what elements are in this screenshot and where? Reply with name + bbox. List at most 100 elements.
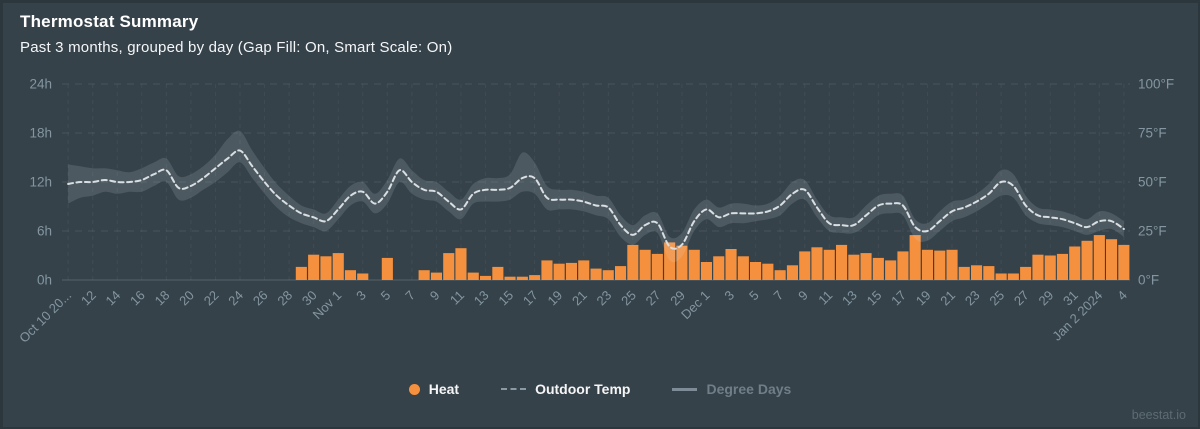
heat-bar[interactable] xyxy=(799,251,811,280)
x-axis-tick: 20 xyxy=(176,288,197,309)
heat-bar[interactable] xyxy=(443,253,455,280)
heat-bar[interactable] xyxy=(860,253,872,280)
legend-item-degree-days[interactable]: Degree Days xyxy=(672,381,791,397)
x-axis-tick: 18 xyxy=(152,288,173,309)
heat-bar[interactable] xyxy=(602,270,614,280)
x-axis-tick: 9 xyxy=(427,288,443,304)
heat-bar[interactable] xyxy=(504,276,516,280)
heat-bar[interactable] xyxy=(455,248,467,280)
x-axis-tick: 17 xyxy=(888,288,909,309)
heat-bar[interactable] xyxy=(995,273,1007,281)
heat-bar[interactable] xyxy=(480,275,492,280)
x-axis-tick: 5 xyxy=(746,288,762,304)
heat-bar[interactable] xyxy=(872,257,884,280)
heat-bar[interactable] xyxy=(295,266,307,280)
heat-bar[interactable] xyxy=(651,253,663,280)
heat-bar[interactable] xyxy=(713,256,725,280)
chart-title: Thermostat Summary xyxy=(20,12,199,31)
heat-bar[interactable] xyxy=(983,266,995,280)
heat-bar[interactable] xyxy=(934,250,946,280)
heat-bar[interactable] xyxy=(639,249,651,280)
heat-bar[interactable] xyxy=(1093,235,1105,280)
x-axis-tick: 25 xyxy=(618,288,639,309)
heat-bar[interactable] xyxy=(578,260,590,280)
heat-bar[interactable] xyxy=(467,272,479,280)
x-axis-tick: 23 xyxy=(962,288,983,309)
heat-bar[interactable] xyxy=(529,275,541,280)
x-axis-tick: 9 xyxy=(795,288,811,304)
heat-bar[interactable] xyxy=(725,249,737,280)
heat-bar[interactable] xyxy=(1118,244,1130,280)
heat-bar[interactable] xyxy=(320,256,332,280)
x-axis-tick: 4 xyxy=(1114,288,1130,304)
y-axis-left-tick: 0h xyxy=(37,273,52,288)
heat-bar[interactable] xyxy=(946,249,958,280)
heat-bar[interactable] xyxy=(909,235,921,280)
x-axis-tick: 7 xyxy=(402,288,418,304)
heat-bar[interactable] xyxy=(885,260,897,280)
heat-bar[interactable] xyxy=(565,262,577,280)
heat-bar[interactable] xyxy=(664,242,676,280)
heat-bar[interactable] xyxy=(737,256,749,280)
heat-bar[interactable] xyxy=(897,251,909,280)
y-axis-right-tick: 25°F xyxy=(1138,224,1167,239)
heat-bar[interactable] xyxy=(750,262,762,280)
heat-bar[interactable] xyxy=(1007,273,1019,281)
heat-bar[interactable] xyxy=(1106,239,1118,280)
heat-bar[interactable] xyxy=(590,268,602,280)
heat-bar[interactable] xyxy=(676,245,688,280)
x-axis-tick: 3 xyxy=(721,288,737,304)
heat-bar[interactable] xyxy=(971,265,983,280)
heat-bar[interactable] xyxy=(516,276,528,280)
heat-bar[interactable] xyxy=(1020,266,1032,280)
heat-bar[interactable] xyxy=(774,270,786,280)
heat-bar[interactable] xyxy=(381,257,393,280)
heat-bar[interactable] xyxy=(541,260,553,280)
heat-bar[interactable] xyxy=(823,249,835,280)
x-axis-tick: Oct 10 20... xyxy=(16,288,74,346)
y-axis-left-labels: 0h 6h 12h 18h 24h xyxy=(29,77,52,288)
heat-bar[interactable] xyxy=(811,247,823,280)
heat-bar[interactable] xyxy=(1081,240,1093,280)
chart-legend: Heat Outdoor Temp Degree Days xyxy=(0,381,1200,397)
legend-item-outdoor-temp[interactable]: Outdoor Temp xyxy=(501,381,630,397)
heat-bar[interactable] xyxy=(1032,254,1044,280)
heat-bar[interactable] xyxy=(762,263,774,280)
heat-bar[interactable] xyxy=(492,266,504,280)
heat-bar[interactable] xyxy=(430,272,442,280)
heat-bar[interactable] xyxy=(700,262,712,280)
heat-bar[interactable] xyxy=(627,244,639,280)
y-axis-right-labels: 0°F 25°F 50°F 75°F 100°F xyxy=(1138,77,1174,288)
heat-bar[interactable] xyxy=(344,270,356,280)
heat-bar[interactable] xyxy=(688,249,700,280)
y-axis-right-tick: 50°F xyxy=(1138,175,1167,190)
y-axis-left-tick: 12h xyxy=(29,175,52,190)
heat-bar[interactable] xyxy=(836,244,848,280)
heat-bar[interactable] xyxy=(1056,253,1068,280)
x-axis-tick: 13 xyxy=(839,288,860,309)
heat-bar[interactable] xyxy=(1069,246,1081,281)
chart-subtitle: Past 3 months, grouped by day (Gap Fill:… xyxy=(20,39,453,56)
outdoor-temp-line[interactable] xyxy=(67,149,1125,250)
x-axis-tick: 15 xyxy=(864,288,885,309)
heat-bar[interactable] xyxy=(921,249,933,280)
heat-bar[interactable] xyxy=(332,253,344,280)
x-axis-tick: 24 xyxy=(225,288,246,309)
heat-bar[interactable] xyxy=(308,254,320,280)
heat-bars xyxy=(295,235,1130,281)
heat-bar[interactable] xyxy=(848,254,860,280)
heat-bar[interactable] xyxy=(1044,255,1056,281)
card-header: Thermostat Summary Past 3 months, groupe… xyxy=(20,12,452,56)
heat-bar[interactable] xyxy=(357,273,369,281)
heat-bar[interactable] xyxy=(786,265,798,280)
x-axis-tick: 28 xyxy=(274,288,295,309)
x-axis-tick: 5 xyxy=(378,288,394,304)
legend-item-heat[interactable]: Heat xyxy=(408,381,459,397)
heat-bar[interactable] xyxy=(553,263,565,280)
heat-bar[interactable] xyxy=(615,266,627,280)
heat-bar[interactable] xyxy=(418,270,430,280)
heat-bar[interactable] xyxy=(958,266,970,280)
